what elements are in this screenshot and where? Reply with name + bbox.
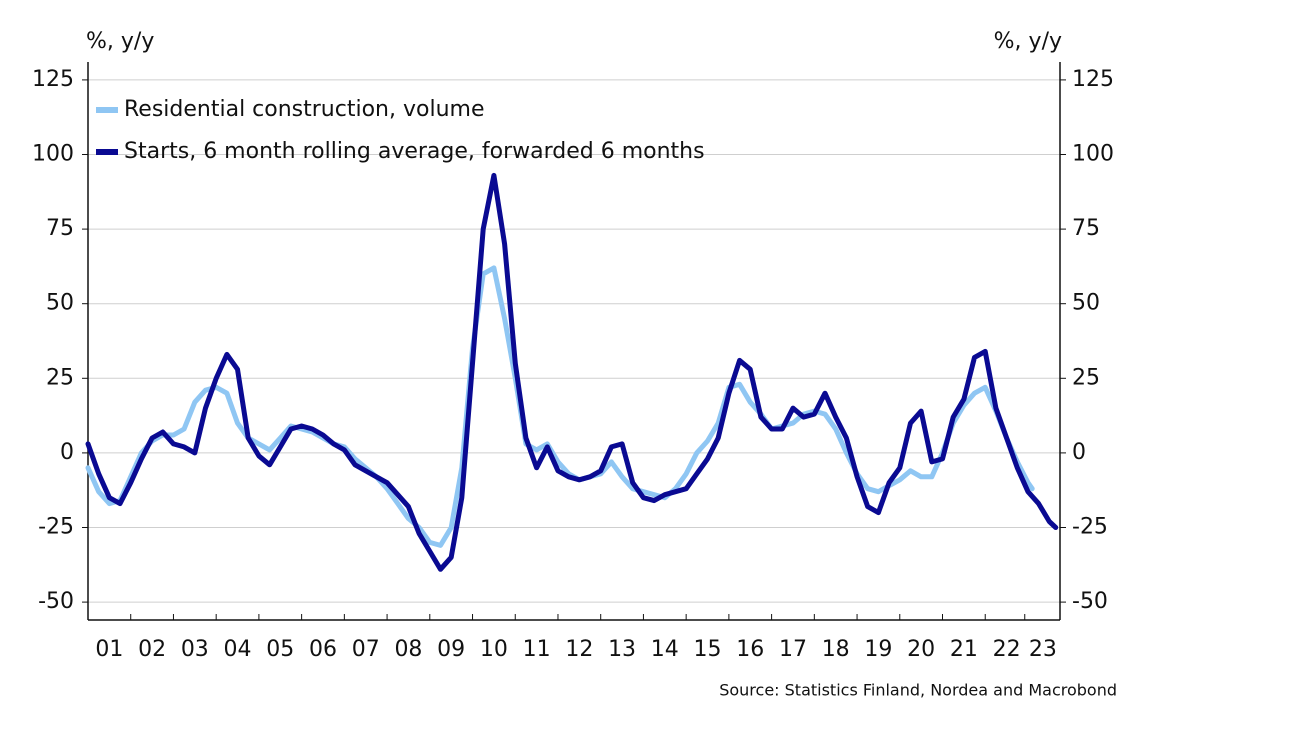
y-tick-label: 125 — [32, 67, 74, 92]
y2-axis-title: %, y/y — [994, 29, 1062, 54]
x-tick-label: 05 — [266, 637, 294, 662]
x-tick-label: 22 — [993, 637, 1021, 662]
x-tick-label: 11 — [523, 637, 551, 662]
y-tick-label: 50 — [46, 291, 74, 316]
y2-tick-label: 125 — [1072, 67, 1114, 92]
legend-label: Residential construction, volume — [124, 97, 484, 122]
y-tick-label: -50 — [38, 589, 74, 614]
y2-tick-label: 50 — [1072, 291, 1100, 316]
y-tick-label: 25 — [46, 365, 74, 390]
y-tick-label: 100 — [32, 142, 74, 167]
x-tick-label: 01 — [95, 637, 123, 662]
x-tick-label: 13 — [608, 637, 636, 662]
x-tick-label: 18 — [822, 637, 850, 662]
x-tick-label: 15 — [694, 637, 722, 662]
legend-label: Starts, 6 month rolling average, forward… — [124, 139, 705, 164]
y-tick-label: 75 — [46, 216, 74, 241]
y-tick-label: 0 — [60, 440, 74, 465]
x-tick-label: 21 — [950, 637, 978, 662]
y-axis-title: %, y/y — [86, 29, 154, 54]
x-tick-label: 16 — [736, 637, 764, 662]
x-tick-label: 20 — [907, 637, 935, 662]
y2-tick-label: 75 — [1072, 216, 1100, 241]
y2-tick-label: 100 — [1072, 142, 1114, 167]
x-tick-label: 02 — [138, 637, 166, 662]
source-note: Source: Statistics Finland, Nordea and M… — [719, 681, 1117, 700]
x-tick-label: 19 — [864, 637, 892, 662]
x-tick-label: 04 — [224, 637, 252, 662]
series-line — [85, 265, 1035, 548]
x-tick-label: 07 — [352, 637, 380, 662]
series-line — [85, 172, 1059, 572]
x-tick-label: 03 — [181, 637, 209, 662]
x-tick-label: 06 — [309, 637, 337, 662]
y2-tick-label: 25 — [1072, 365, 1100, 390]
y2-tick-label: 0 — [1072, 440, 1086, 465]
y2-tick-label: -50 — [1072, 589, 1108, 614]
x-tick-label: 14 — [651, 637, 679, 662]
x-tick-label: 12 — [565, 637, 593, 662]
x-tick-label: 09 — [437, 637, 465, 662]
x-tick-label: 10 — [480, 637, 508, 662]
y-tick-label: -25 — [38, 514, 74, 539]
x-tick-label: 08 — [394, 637, 422, 662]
x-tick-label: 23 — [1029, 637, 1057, 662]
x-tick-label: 17 — [779, 637, 807, 662]
y2-tick-label: -25 — [1072, 514, 1108, 539]
